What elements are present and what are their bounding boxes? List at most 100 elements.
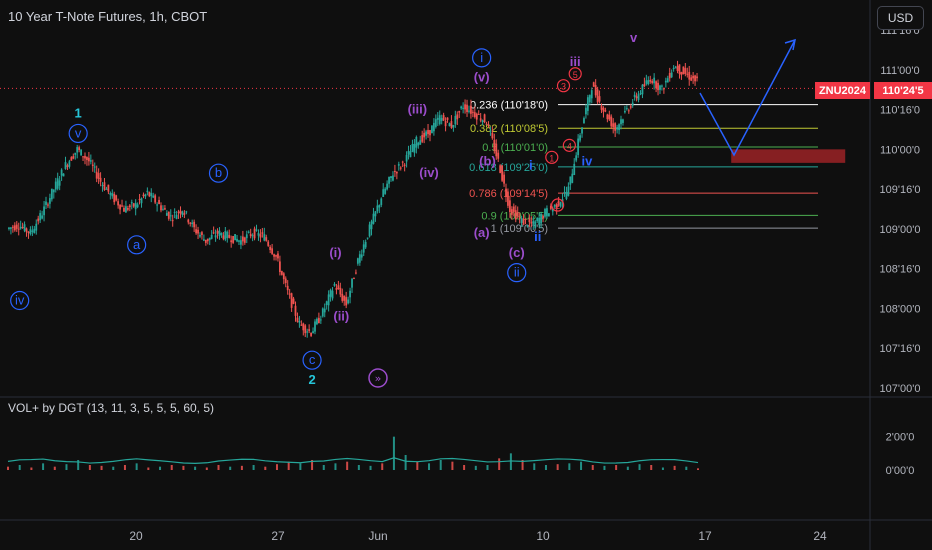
candle-body bbox=[228, 234, 231, 238]
volume-y-tick: 0'00'0 bbox=[886, 465, 915, 477]
candle-body bbox=[130, 202, 133, 204]
candle-body bbox=[528, 218, 531, 223]
candle-body bbox=[627, 110, 630, 112]
candle-body bbox=[317, 317, 320, 324]
volume-bar bbox=[275, 464, 278, 470]
candle-body bbox=[331, 290, 334, 299]
candle-body bbox=[544, 209, 546, 217]
candle-body bbox=[241, 236, 244, 242]
candle-body bbox=[530, 222, 533, 224]
candle-body bbox=[353, 278, 355, 280]
volume-bar bbox=[42, 463, 45, 470]
candle-body bbox=[165, 213, 168, 216]
wave-label-circle bbox=[10, 290, 30, 311]
volume-bar bbox=[123, 465, 126, 470]
candle-body bbox=[641, 84, 644, 95]
candle-body bbox=[337, 285, 340, 289]
volume-bar bbox=[697, 468, 699, 470]
candle-body bbox=[411, 143, 414, 152]
candle-body bbox=[551, 208, 554, 212]
indicator-title[interactable]: VOL+ by DGT (13, 11, 3, 5, 5, 5, 60, 5) bbox=[8, 401, 214, 415]
candle-body bbox=[477, 113, 480, 115]
replay-icon[interactable] bbox=[368, 368, 388, 388]
candle-body bbox=[167, 211, 170, 219]
candle-body bbox=[201, 232, 203, 236]
candle-body bbox=[341, 293, 344, 301]
candle-body bbox=[177, 211, 180, 213]
candle-body bbox=[286, 285, 289, 291]
candle-body bbox=[499, 165, 502, 173]
candle-body bbox=[444, 120, 447, 127]
price-axis: 107'00'0 107'16'0 108'00'0 108'16'0 109'00'0… bbox=[880, 25, 921, 395]
candles bbox=[8, 60, 698, 338]
y-tick-label: 108'16'0 bbox=[880, 264, 921, 276]
wave-label: iii bbox=[570, 54, 581, 69]
wave-label: (i) bbox=[329, 245, 341, 260]
candle-body bbox=[72, 156, 75, 159]
candle-body bbox=[553, 204, 556, 207]
candle-body bbox=[43, 206, 45, 216]
candle-body bbox=[271, 248, 274, 254]
currency-button[interactable]: USD bbox=[877, 6, 924, 30]
candle-body bbox=[282, 273, 285, 280]
wave-label-circle bbox=[302, 350, 322, 370]
candle-body bbox=[423, 132, 426, 138]
candle-body bbox=[121, 205, 123, 207]
candle-body bbox=[21, 227, 24, 229]
candle-body bbox=[466, 104, 468, 112]
candle-body bbox=[45, 201, 47, 205]
candle-body bbox=[76, 147, 79, 153]
candle-body bbox=[220, 232, 223, 236]
volume-bar bbox=[556, 464, 559, 470]
candle-body bbox=[304, 325, 307, 334]
candle-body bbox=[645, 80, 648, 84]
wave-label: 4 bbox=[567, 141, 572, 151]
volume-bar bbox=[439, 460, 442, 470]
wave-label-circle bbox=[127, 235, 147, 255]
y-tick-label: 110'00'0 bbox=[880, 144, 920, 156]
candle-body bbox=[446, 117, 449, 120]
volume-bar bbox=[416, 461, 419, 470]
candle-body bbox=[686, 73, 689, 75]
candle-body bbox=[70, 157, 73, 161]
candle-body bbox=[87, 157, 90, 162]
candle-body bbox=[592, 82, 595, 87]
wave-label: 2 bbox=[308, 372, 315, 387]
candle-body bbox=[179, 210, 182, 214]
candle-body bbox=[549, 205, 552, 209]
candle-body bbox=[82, 156, 84, 158]
candle-body bbox=[206, 238, 209, 242]
candle-body bbox=[91, 164, 94, 166]
volume-bar bbox=[533, 463, 536, 470]
candle-body bbox=[58, 180, 61, 186]
candle-body bbox=[542, 216, 544, 219]
candle-body bbox=[360, 254, 363, 258]
candle-body bbox=[284, 278, 287, 284]
candle-body bbox=[152, 195, 155, 198]
volume-bar bbox=[287, 461, 290, 470]
candle-body bbox=[327, 294, 330, 306]
candle-body bbox=[187, 219, 190, 223]
candle-body bbox=[647, 80, 650, 85]
candle-body bbox=[606, 114, 609, 120]
candle-body bbox=[555, 204, 558, 210]
candle-body bbox=[321, 308, 324, 317]
volume-bar bbox=[428, 463, 431, 470]
candle-body bbox=[265, 237, 268, 241]
candle-body bbox=[33, 228, 36, 234]
candle-body bbox=[384, 188, 387, 194]
candle-body bbox=[372, 213, 375, 224]
candle-body bbox=[279, 261, 281, 273]
candle-body bbox=[442, 115, 445, 121]
candle-body bbox=[27, 231, 30, 233]
volume-bar bbox=[544, 465, 547, 470]
wave-label: (iii) bbox=[408, 102, 428, 117]
candle-body bbox=[308, 329, 311, 331]
candle-body bbox=[374, 211, 377, 217]
candle-body bbox=[236, 238, 238, 242]
candle-body bbox=[392, 175, 394, 181]
candle-body bbox=[310, 332, 312, 336]
candle-body bbox=[434, 119, 437, 127]
candle-body bbox=[464, 104, 466, 110]
candle-body bbox=[333, 283, 336, 286]
